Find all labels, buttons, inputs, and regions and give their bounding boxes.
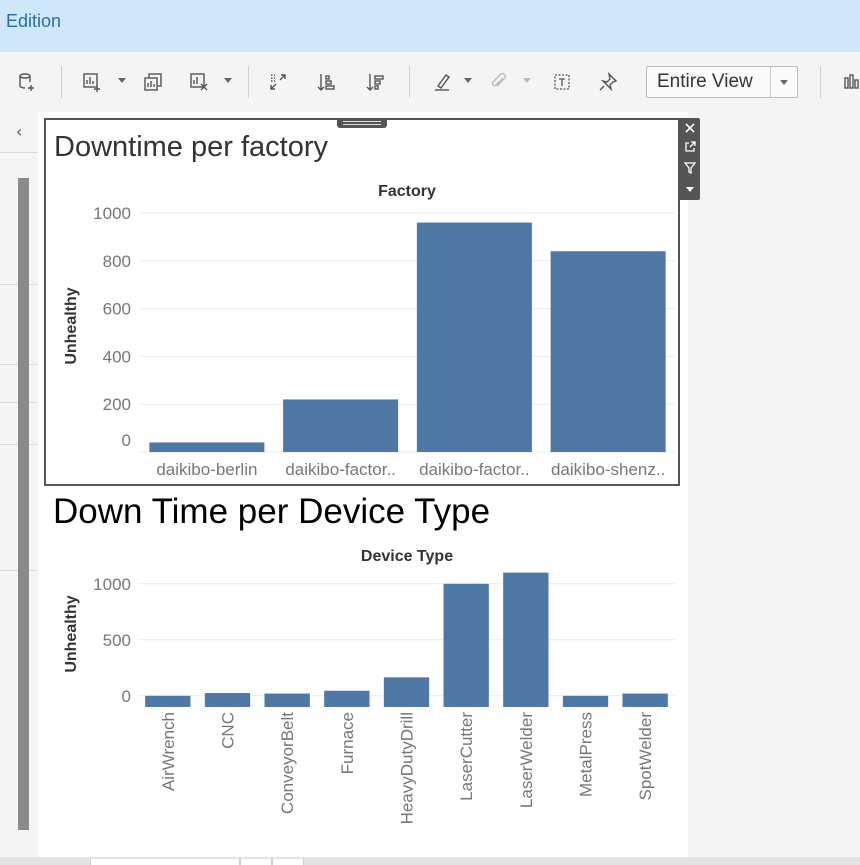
zone-toolbar [680,118,700,200]
go-to-sheet-icon[interactable] [680,137,700,157]
x-category-label: HeavyDutyDrill [398,712,417,824]
worksheet-title: Downtime per factory [54,131,328,163]
group-members-icon[interactable] [487,70,511,94]
move-zone-handle[interactable] [337,118,387,128]
x-category-label: ConveyorBelt [278,712,297,814]
bar [443,583,489,707]
toolbar-divider [248,66,249,98]
bar [149,442,265,452]
y-tick-label: 1000 [93,575,131,594]
y-tick-label: 0 [122,431,131,450]
y-axis-label: Unhealthy [63,287,80,364]
bar [383,677,430,707]
y-tick-label: 600 [103,300,131,319]
x-category-label: Furnace [338,712,357,774]
bar [283,399,399,452]
view-size-select[interactable]: Entire View [646,66,798,98]
worksheet-title: Down Time per Device Type [53,492,491,531]
bar [562,695,609,707]
toolbar-divider [820,66,821,98]
panel-divider [0,152,38,153]
filter-icon[interactable] [680,158,700,178]
app-title-fragment: Edition [6,11,62,31]
clear-sheet-dropdown-icon[interactable] [224,78,232,83]
swap-rows-columns-icon[interactable] [266,70,290,94]
y-tick-label: 200 [103,395,131,414]
toolbar-divider [409,66,410,98]
bar [550,251,666,452]
x-category-label: AirWrench [159,712,178,791]
y-tick-label: 500 [103,631,131,650]
bar [264,693,310,707]
sort-descending-icon[interactable] [363,70,387,94]
top-banner: Edition [0,0,860,52]
sheet-tab[interactable] [272,859,304,865]
y-tick-label: 800 [103,252,131,271]
y-tick-label: 1000 [93,204,131,223]
clear-sheet-icon[interactable] [187,70,211,94]
y-tick-label: 0 [122,687,131,706]
new-worksheet-icon[interactable] [80,70,104,94]
x-category-label: LaserCutter [457,712,476,801]
column-header: Device Type [361,548,453,565]
highlight-icon[interactable] [430,70,454,94]
y-tick-label: 400 [103,347,131,366]
collapse-panel-icon[interactable]: ‹ [16,122,23,141]
sort-ascending-icon[interactable] [314,70,338,94]
x-category-label: daikibo-berlin [156,460,257,479]
bar [204,693,251,707]
x-category-label: SpotWelder [636,712,655,801]
bar [145,695,191,707]
chevron-down-icon[interactable] [770,67,797,97]
bar [416,222,532,452]
x-category-label: daikibo-factor.. [419,460,530,479]
toolbar-divider [61,66,62,98]
x-category-label: MetalPress [577,712,596,797]
vertical-scrollbar[interactable] [18,178,29,830]
sheet-tab[interactable] [240,859,272,865]
bar [503,572,549,707]
more-options-icon[interactable] [680,179,700,199]
bar [622,693,668,707]
x-category-label: LaserWelder [517,712,536,808]
show-me-icon[interactable] [840,70,860,94]
x-category-label: daikibo-factor.. [285,460,396,479]
column-header: Factory [378,183,436,200]
bar [324,690,370,707]
x-category-label: daikibo-shenz.. [551,460,665,479]
duplicate-sheet-icon[interactable] [141,70,165,94]
new-worksheet-dropdown-icon[interactable] [118,78,126,83]
show-labels-icon[interactable] [550,70,574,94]
bottom-tab-strip [0,857,860,865]
view-size-value: Entire View [657,71,753,92]
x-category-label: CNC [219,712,238,749]
new-data-source-icon[interactable] [15,70,39,94]
highlight-dropdown-icon[interactable] [464,78,472,83]
pin-axes-icon[interactable] [596,70,620,94]
group-dropdown-icon[interactable] [523,78,531,83]
y-axis-label: Unhealthy [63,595,80,672]
sheet-tab[interactable] [90,859,240,865]
close-icon[interactable] [680,118,700,138]
